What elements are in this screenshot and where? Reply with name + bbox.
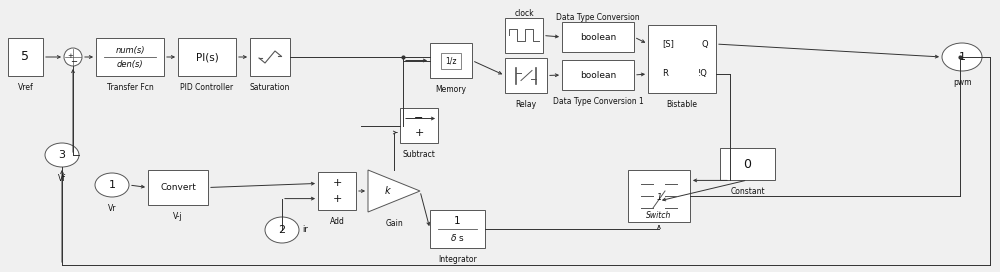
Text: Vr: Vr	[108, 204, 116, 213]
Text: 1: 1	[656, 193, 662, 202]
Text: Bistable: Bistable	[666, 100, 698, 109]
Text: +: +	[414, 128, 424, 138]
Text: Relay: Relay	[515, 100, 537, 109]
Text: Data Type Conversion 1: Data Type Conversion 1	[553, 97, 643, 106]
Text: −: −	[70, 57, 78, 66]
Text: 1: 1	[108, 180, 116, 190]
Text: Integrator: Integrator	[438, 255, 477, 264]
Bar	[441, 52, 461, 69]
Text: boolean: boolean	[580, 70, 616, 79]
Bar	[96, 38, 164, 76]
Text: V-j: V-j	[173, 212, 183, 221]
Text: ir: ir	[302, 225, 308, 234]
Bar	[720, 148, 775, 180]
Bar	[178, 38, 236, 76]
Text: 2: 2	[278, 225, 286, 235]
Text: +: +	[332, 178, 342, 188]
Text: Saturation: Saturation	[250, 83, 290, 92]
Text: 1: 1	[454, 217, 461, 226]
Bar	[628, 170, 690, 222]
Text: PID Controller: PID Controller	[180, 83, 234, 92]
Ellipse shape	[942, 43, 982, 71]
Text: Vref: Vref	[18, 83, 33, 92]
Bar	[8, 38, 43, 76]
Text: Switch: Switch	[646, 211, 672, 220]
Text: boolean: boolean	[580, 32, 616, 42]
Text: 1: 1	[958, 52, 966, 62]
Text: R: R	[662, 69, 668, 78]
Bar	[318, 172, 356, 210]
Bar	[505, 18, 543, 53]
Text: Vf: Vf	[58, 174, 66, 183]
Text: Subtract: Subtract	[403, 150, 435, 159]
Text: pwm: pwm	[953, 78, 971, 87]
Bar	[562, 60, 634, 90]
Text: $\mathit{\delta}$ s: $\mathit{\delta}$ s	[450, 232, 465, 243]
Text: PI(s): PI(s)	[196, 52, 218, 62]
Text: Gain: Gain	[385, 219, 403, 228]
Text: [S]: [S]	[662, 39, 674, 48]
Bar	[562, 22, 634, 52]
Text: Transfer Fcn: Transfer Fcn	[107, 83, 153, 92]
Ellipse shape	[265, 217, 299, 243]
Bar	[148, 170, 208, 205]
Bar	[648, 25, 716, 93]
Text: clock: clock	[514, 10, 534, 18]
Bar	[430, 43, 472, 78]
Circle shape	[64, 48, 82, 66]
Text: Constant: Constant	[730, 187, 765, 196]
Text: 5: 5	[22, 51, 30, 63]
Text: 0: 0	[744, 157, 752, 171]
Text: Add: Add	[330, 217, 344, 226]
Text: 1/z: 1/z	[445, 56, 457, 65]
Polygon shape	[368, 170, 420, 212]
Text: den(s): den(s)	[117, 60, 143, 69]
Bar	[430, 210, 485, 248]
Text: Convert: Convert	[160, 183, 196, 192]
Ellipse shape	[45, 143, 79, 167]
Text: !Q: !Q	[698, 69, 708, 78]
Text: 3: 3	[58, 150, 66, 160]
Text: Data Type Conversion: Data Type Conversion	[556, 13, 640, 21]
Bar	[400, 108, 438, 143]
Text: k: k	[385, 186, 391, 196]
Text: −: −	[414, 113, 424, 123]
Text: Q: Q	[701, 39, 708, 48]
Bar	[505, 58, 547, 93]
Ellipse shape	[95, 173, 129, 197]
Text: +: +	[332, 194, 342, 204]
Text: Memory: Memory	[436, 85, 466, 94]
Text: num(s): num(s)	[115, 47, 145, 55]
Text: +: +	[67, 53, 73, 59]
Bar	[250, 38, 290, 76]
